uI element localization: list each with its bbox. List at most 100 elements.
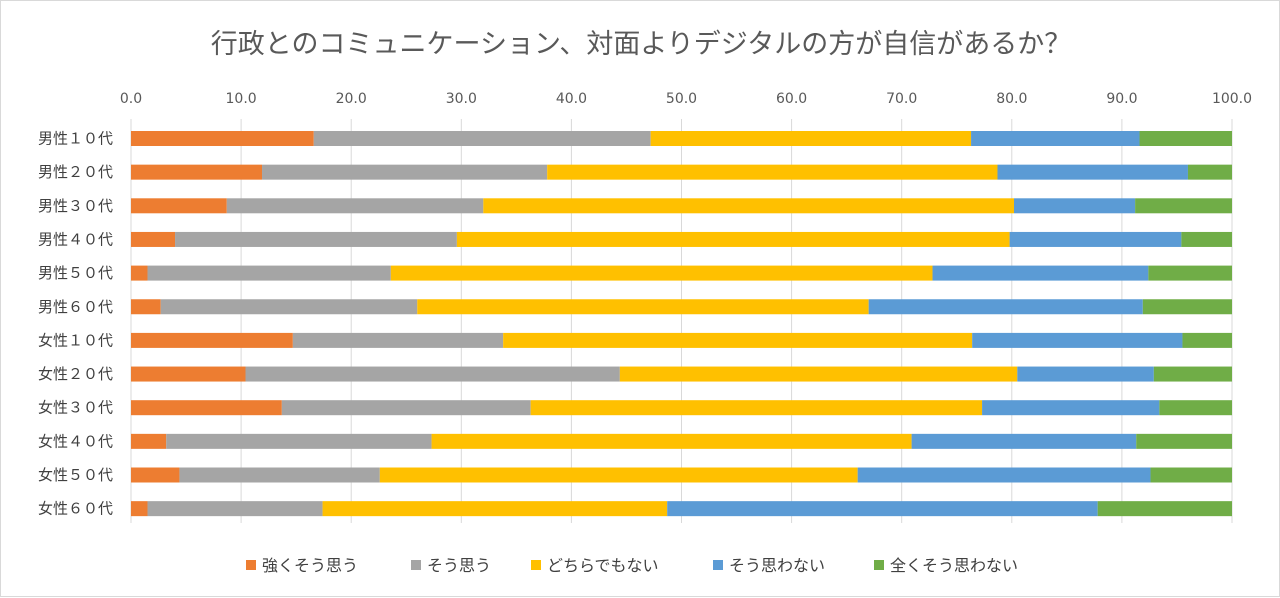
category-label: 男性１０代 [38, 130, 113, 148]
category-label: 男性４０代 [38, 230, 113, 248]
bar-segment [292, 332, 504, 348]
bar-segment [1181, 231, 1232, 247]
bar-segment [1135, 198, 1232, 214]
category-label: 女性２０代 [38, 365, 113, 383]
bar-segment [547, 164, 998, 180]
bar-segment [1014, 198, 1136, 214]
bars [131, 131, 1232, 517]
bar-segment [147, 265, 391, 281]
bar-segment [982, 400, 1160, 416]
bar-segment [1136, 433, 1232, 449]
category-label: 女性３０代 [38, 399, 113, 417]
x-tick-label: 70.0 [886, 91, 917, 107]
x-tick-label: 40.0 [556, 91, 587, 107]
x-tick-label: 60.0 [776, 91, 807, 107]
legend-label: そう思わない [729, 556, 825, 575]
bar-segment [131, 332, 293, 348]
x-axis-ticks: 0.0 10.0 20.0 30.0 40.0 50.0 60.0 70.0 80.0 90.0 1… [120, 91, 1252, 107]
bar-segment [131, 501, 148, 517]
bar-segment [932, 265, 1149, 281]
category-labels: 男性１０代男性２０代男性３０代男性４０代男性５０代男性６０代女性１０代女性２０代… [38, 130, 113, 518]
legend[interactable]: 強くそう思う そう思う どちらでもない そう思わない 全くそう思わない [246, 556, 1018, 575]
legend-label: 強くそう思う [262, 556, 358, 575]
legend-swatch [531, 560, 541, 570]
x-tick-label: 0.0 [120, 91, 142, 107]
bar-segment [131, 265, 148, 281]
x-tick-label: 50.0 [666, 91, 697, 107]
bar-segment [503, 332, 973, 348]
bar-segment [868, 299, 1143, 315]
bar-segment [166, 433, 432, 449]
bar-segment [1187, 164, 1232, 180]
bar-segment [1153, 366, 1232, 382]
bar-segment [1148, 265, 1232, 281]
bar-segment [667, 501, 1098, 517]
bar-segment [313, 131, 651, 146]
legend-swatch [246, 560, 256, 570]
bar-segment [1182, 332, 1232, 348]
category-label: 男性６０代 [38, 298, 113, 316]
bar-segment [281, 400, 531, 416]
bar-segment [245, 366, 620, 382]
bar-segment [1159, 400, 1232, 416]
bar-segment [175, 231, 457, 247]
category-label: 男性２０代 [38, 163, 113, 181]
category-label: 女性１０代 [38, 331, 113, 349]
bar-segment [379, 467, 858, 483]
bar-segment [1142, 299, 1232, 315]
bar-segment [972, 332, 1183, 348]
bar-segment [390, 265, 933, 281]
bar-segment [417, 299, 869, 315]
bar-segment [530, 400, 983, 416]
bar-segment [226, 198, 484, 214]
bar-segment [131, 131, 314, 146]
bar-segment [131, 433, 167, 449]
x-tick-label: 10.0 [226, 91, 257, 107]
x-tick-label: 20.0 [336, 91, 367, 107]
legend-label: そう思う [427, 556, 491, 575]
bar-segment [1097, 501, 1232, 517]
legend-label: 全くそう思わない [890, 556, 1018, 575]
gridlines [130, 119, 1233, 523]
legend-swatch [713, 560, 723, 570]
bar-segment [650, 131, 972, 146]
x-tick-label: 100.0 [1212, 91, 1252, 107]
category-label: 女性６０代 [38, 500, 113, 518]
bar-segment [431, 433, 912, 449]
x-tick-label: 80.0 [996, 91, 1027, 107]
bar-segment [179, 467, 380, 483]
bar-segment [131, 164, 263, 180]
chart-title: 行政とのコミュニケーション、対面よりデジタルの方が自信があるか？ [211, 29, 1072, 60]
bar-segment [1139, 131, 1232, 146]
bar-segment [1017, 366, 1154, 382]
x-tick-label: 30.0 [446, 91, 477, 107]
bar-segment [1150, 467, 1232, 483]
bar-segment [160, 299, 418, 315]
bar-segment [857, 467, 1151, 483]
bar-segment [1009, 231, 1182, 247]
bar-segment [456, 231, 1010, 247]
bar-segment [131, 299, 161, 315]
bar-segment [971, 131, 1140, 146]
bar-segment [131, 198, 227, 214]
legend-label: どちらでもない [547, 556, 659, 575]
category-label: 男性５０代 [38, 264, 113, 282]
x-tick-label: 90.0 [1106, 91, 1137, 107]
bar-segment [131, 400, 282, 416]
bar-segment [322, 501, 668, 517]
bar-segment [131, 366, 246, 382]
category-label: 女性４０代 [38, 432, 113, 450]
bar-segment [483, 198, 1015, 214]
bar-segment [147, 501, 323, 517]
bar-segment [262, 164, 548, 180]
legend-swatch [874, 560, 884, 570]
bar-segment [997, 164, 1188, 180]
legend-swatch [411, 560, 421, 570]
category-label: 女性５０代 [38, 466, 113, 484]
category-label: 男性３０代 [38, 197, 113, 215]
bar-segment [131, 231, 176, 247]
bar-segment [619, 366, 1018, 382]
bar-segment [911, 433, 1137, 449]
